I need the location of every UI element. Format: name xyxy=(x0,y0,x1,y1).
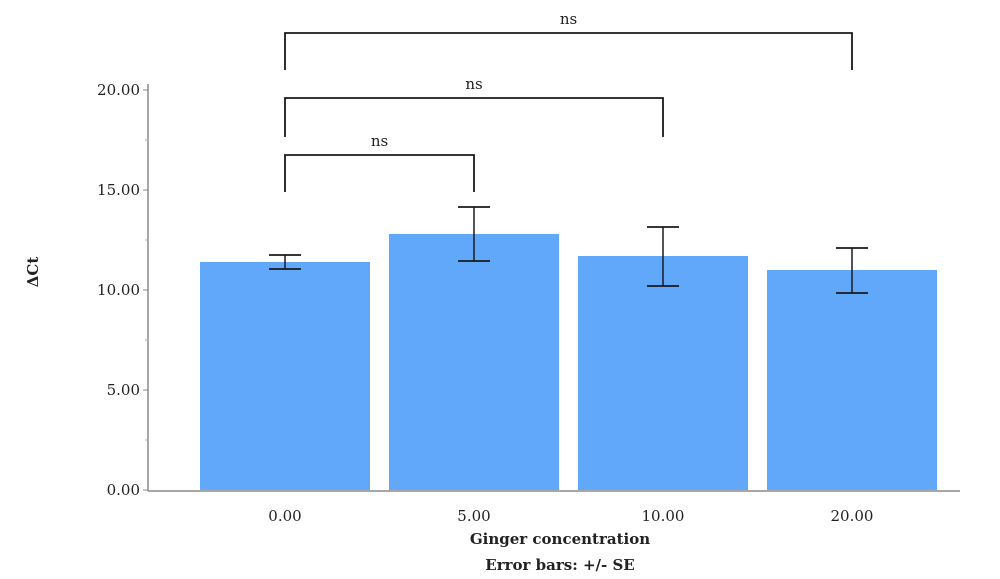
error-bars-layer xyxy=(269,206,868,294)
error-bar-0 xyxy=(269,254,301,270)
significance-label: ns xyxy=(465,75,482,93)
y-tick-label: 0.00 xyxy=(107,481,140,499)
x-tick-label: 10.00 xyxy=(642,507,685,525)
significance-bracket-1: ns xyxy=(284,10,853,70)
bracket-line xyxy=(284,154,475,192)
x-axis-title: Ginger concentration xyxy=(470,530,650,548)
bracket-line xyxy=(284,97,664,137)
error-bar-2 xyxy=(647,226,679,287)
bar-3 xyxy=(767,270,937,490)
bar-1 xyxy=(389,234,559,490)
error-bar-3 xyxy=(836,247,868,294)
x-tick-label: 0.00 xyxy=(268,507,301,525)
significance-layer: ns ns ns xyxy=(284,10,853,192)
y-tick-label: 10.00 xyxy=(97,281,140,299)
significance-bracket-2: ns xyxy=(284,132,475,192)
significance-bracket-0: ns xyxy=(284,75,664,137)
y-axis-title: ΔCt xyxy=(24,257,42,288)
error-bar-1 xyxy=(458,206,490,262)
bar-0 xyxy=(200,262,370,490)
y-tick-label: 15.00 xyxy=(97,181,140,199)
error-bars-footnote: Error bars: +/- SE xyxy=(485,556,634,574)
bar-2 xyxy=(578,256,748,490)
bars-layer xyxy=(200,234,937,490)
significance-label: ns xyxy=(371,132,388,150)
bracket-line xyxy=(284,32,853,70)
y-tick-label: 20.00 xyxy=(97,81,140,99)
y-tick-label: 5.00 xyxy=(107,381,140,399)
x-tick-label: 20.00 xyxy=(831,507,874,525)
significance-label: ns xyxy=(560,10,577,28)
axes-layer: 0.00 5.00 10.00 15.00 20.00 0.00 5.00 10.00 20.0… xyxy=(97,81,960,525)
x-tick-label: 5.00 xyxy=(457,507,490,525)
